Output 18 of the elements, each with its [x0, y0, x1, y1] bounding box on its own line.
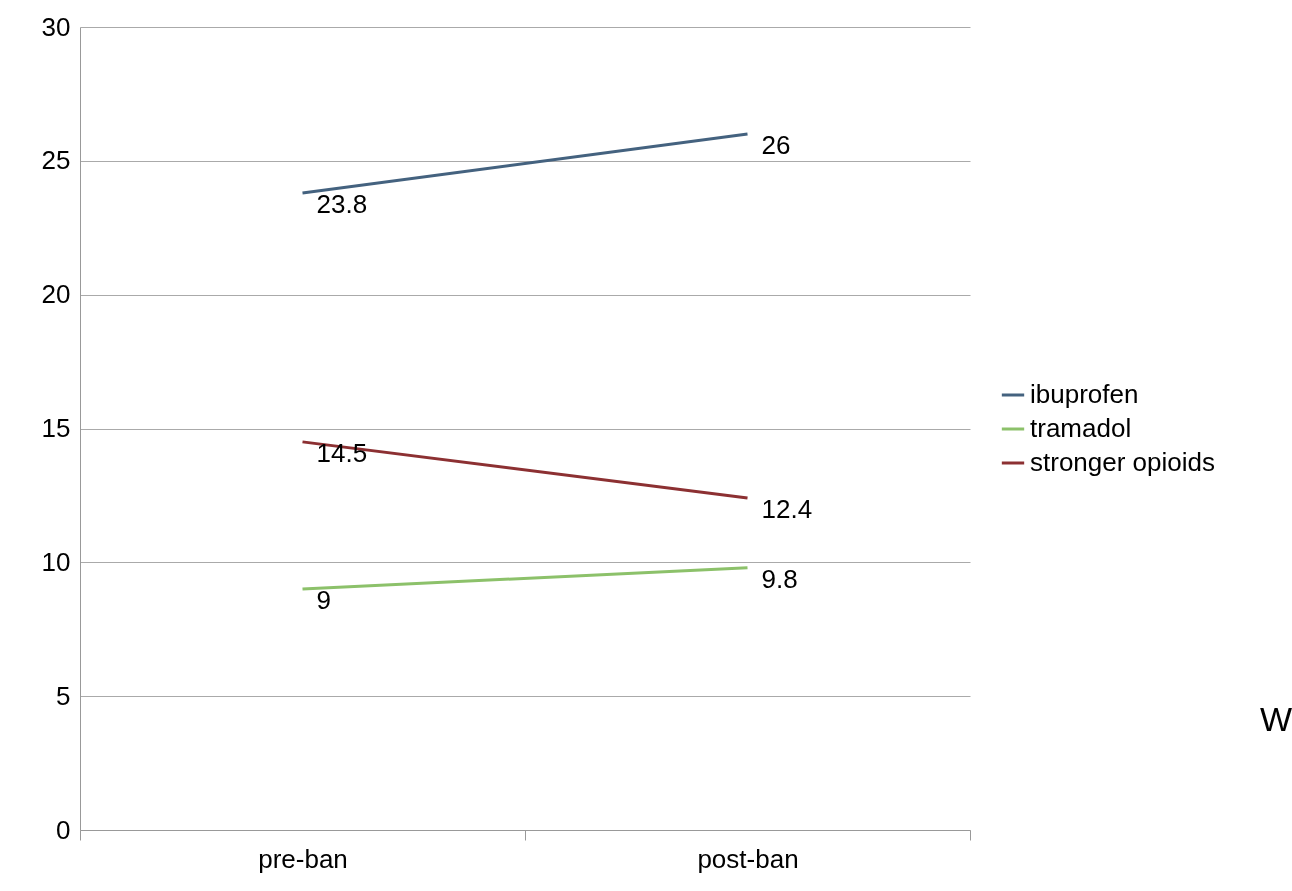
y-tick-label: 25: [41, 145, 71, 176]
data-label: 23.8: [316, 188, 368, 219]
data-label: 12.4: [761, 494, 813, 525]
x-tick-label: post-ban: [697, 843, 799, 874]
y-tick-label: 10: [41, 546, 71, 577]
legend-label: tramadol: [1030, 413, 1132, 443]
y-tick-label: 30: [41, 11, 71, 42]
y-tick-label: 20: [41, 279, 71, 310]
y-tick-label: 0: [56, 814, 71, 845]
legend-label: stronger opioids: [1030, 447, 1215, 477]
data-label: 9.8: [761, 563, 798, 594]
data-label: 26: [761, 130, 791, 161]
y-tick-label: 15: [41, 413, 71, 443]
text: W: [1259, 700, 1292, 739]
legend-label: ibuprofen: [1030, 379, 1139, 409]
y-tick-label: 5: [56, 680, 71, 711]
x-tick-label: pre-ban: [258, 843, 348, 874]
data-label: 9: [316, 585, 331, 616]
